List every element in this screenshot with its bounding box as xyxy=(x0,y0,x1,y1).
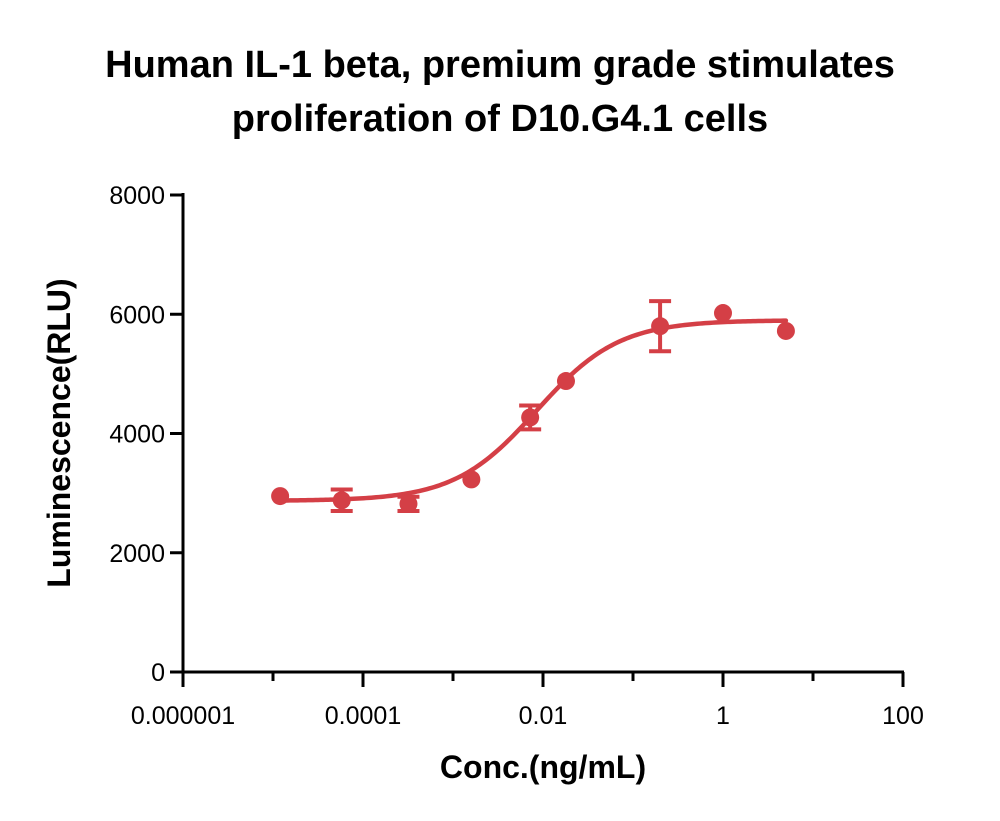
data-point xyxy=(462,470,481,489)
data-point xyxy=(521,408,540,427)
x-tick-label: 1 xyxy=(716,702,730,730)
x-tick-label: 0.000001 xyxy=(131,702,235,730)
data-point xyxy=(332,491,351,510)
x-tick-label: 0.01 xyxy=(519,702,568,730)
x-axis-label: Conc.(ng/mL) xyxy=(440,749,646,785)
data-point xyxy=(776,321,795,340)
chart-title-line-1: Human IL-1 beta, premium grade stimulate… xyxy=(105,44,895,86)
y-tick-label: 2000 xyxy=(109,540,165,568)
y-tick-label: 8000 xyxy=(109,182,165,210)
y-tick-label: 6000 xyxy=(109,301,165,329)
y-tick-label: 4000 xyxy=(109,421,165,449)
data-point xyxy=(651,317,670,336)
chart-title-line-2: proliferation of D10.G4.1 cells xyxy=(231,98,769,140)
data-point xyxy=(714,304,732,323)
y-axis-label: Luminescence(RLU) xyxy=(41,278,77,587)
data-point xyxy=(556,372,575,391)
axes: 0 2000 4000 6000 8000 0.000001 0.0001 0.01 1 100 xyxy=(109,182,923,730)
x-tick-label: 100 xyxy=(882,702,924,730)
data-point xyxy=(399,494,418,513)
x-tick-label: 0.0001 xyxy=(325,702,401,730)
data-point xyxy=(271,487,290,506)
y-tick-label: 0 xyxy=(151,659,165,687)
data-points-layer xyxy=(271,299,795,514)
